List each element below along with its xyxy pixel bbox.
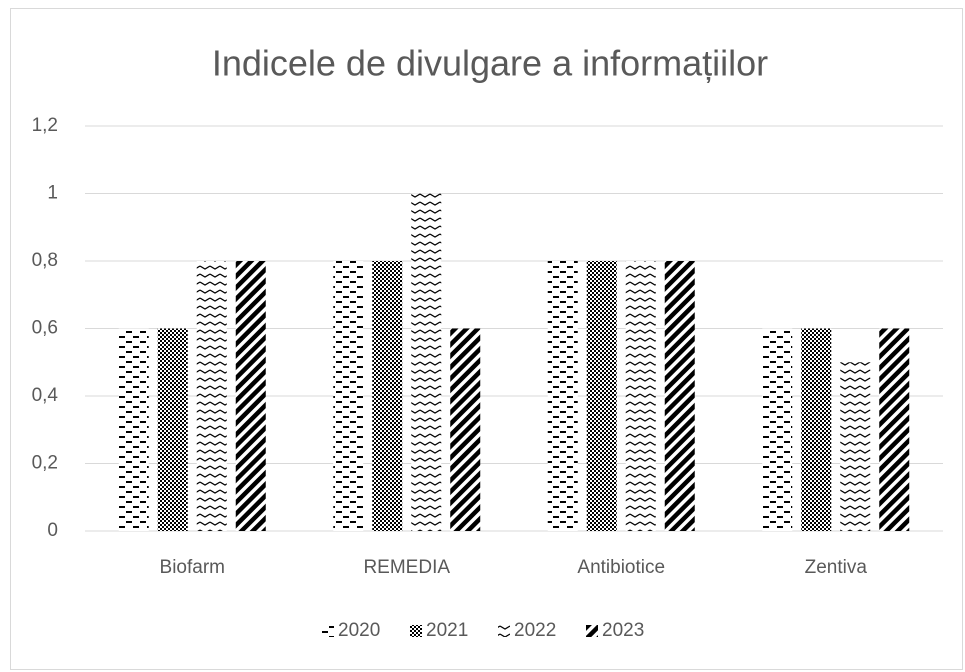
bar [157,328,188,531]
legend-swatch [322,625,334,637]
x-tick-label: Biofarm [160,557,225,578]
legend-label: 2021 [426,620,468,641]
bar [801,328,832,531]
bar [235,261,266,531]
y-tick-label: 1,2 [32,115,58,136]
y-tick-label: 1 [47,183,58,204]
bar [333,261,364,531]
bar [372,261,403,531]
chart-title: Indicele de divulgare a informațiilor [212,43,768,84]
x-tick-label: Antibiotice [577,557,665,578]
y-tick-label: 0,2 [32,453,58,474]
bar [196,261,227,531]
y-tick-label: 0 [47,520,58,541]
legend-label: 2023 [602,620,644,641]
legend-swatch [410,625,422,637]
bar [625,261,656,531]
y-tick-label: 0,4 [32,385,59,406]
bar [762,328,793,531]
x-tick-label: Zentiva [805,557,868,578]
x-tick-label: REMEDIA [363,557,450,578]
legend-label: 2022 [514,620,556,641]
y-tick-label: 0,6 [32,318,58,339]
bar [450,328,481,531]
bar [547,261,578,531]
bar [879,328,910,531]
bar [840,362,871,531]
bar [118,328,149,531]
y-tick-label: 0,8 [32,250,58,271]
bar [586,261,617,531]
legend-label: 2020 [338,620,380,641]
legend-swatch [586,625,598,637]
bar [664,261,695,531]
legend-swatch [498,625,510,637]
bar [411,193,442,531]
